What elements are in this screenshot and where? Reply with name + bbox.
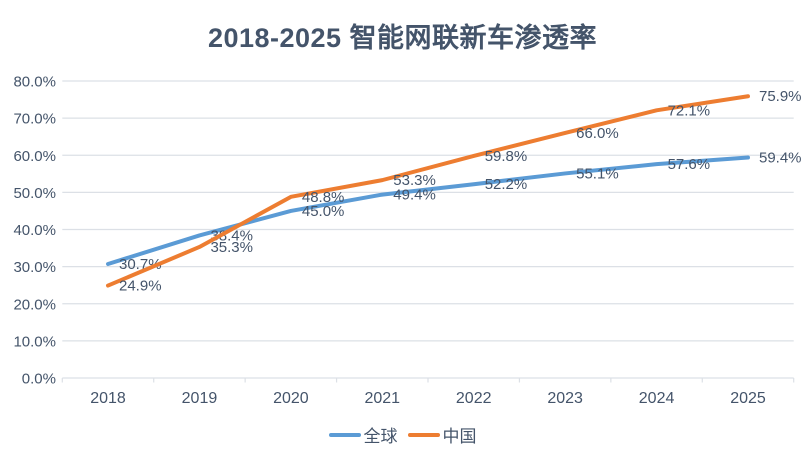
data-label-china: 75.9% — [759, 88, 802, 105]
x-axis-tick-label: 2022 — [456, 390, 492, 407]
data-label-china: 48.8% — [302, 189, 345, 206]
data-label-global: 57.6% — [668, 156, 711, 173]
chart-title: 2018-2025 智能网联新车渗透率 — [207, 23, 598, 53]
x-axis-tick-label: 2021 — [364, 390, 400, 407]
y-axis-tick-label: 30.0% — [13, 259, 56, 276]
x-axis-tick-label: 2024 — [639, 390, 675, 407]
legend-swatch-china-line — [407, 432, 440, 437]
legend-label-china: 中国 — [442, 427, 477, 446]
data-label-china: 72.1% — [668, 102, 711, 119]
data-label-global: 45.0% — [302, 203, 345, 220]
y-axis-tick-label: 50.0% — [13, 185, 56, 202]
data-label-global: 55.1% — [576, 165, 619, 182]
y-axis-tick-label: 40.0% — [13, 222, 56, 239]
y-axis-tick-label: 20.0% — [13, 296, 56, 313]
x-axis-tick-label: 2018 — [90, 390, 126, 407]
x-axis-tick-label: 2025 — [730, 390, 766, 407]
y-axis-tick-label: 10.0% — [13, 333, 56, 350]
data-label-china: 24.9% — [119, 278, 162, 295]
x-axis-tick-label: 2019 — [182, 390, 218, 407]
series-line-china — [106, 94, 750, 288]
legend-item-global: 全球 — [328, 422, 398, 447]
legend-swatch-global-line — [328, 432, 361, 437]
chart-legend: 全球 中国 — [0, 422, 805, 447]
legend-label-global: 全球 — [363, 427, 398, 446]
y-axis-tick-label: 70.0% — [13, 111, 56, 128]
y-axis-tick-label: 80.0% — [13, 74, 56, 91]
data-label-china: 66.0% — [576, 125, 619, 142]
y-axis-tick-label: 60.0% — [13, 148, 56, 165]
data-label-china: 53.3% — [393, 172, 436, 189]
x-axis-tick-label: 2023 — [547, 390, 583, 407]
data-label-global: 52.2% — [485, 176, 528, 193]
data-label-global: 59.4% — [759, 149, 802, 166]
series-line-global — [106, 155, 750, 267]
x-axis-tick-label: 2020 — [273, 390, 309, 407]
data-label-global: 38.4% — [210, 227, 253, 244]
data-label-china: 35.3% — [210, 239, 253, 256]
legend-item-china: 中国 — [407, 422, 477, 447]
data-label-china: 59.8% — [485, 148, 528, 165]
y-axis-tick-label: 0.0% — [22, 371, 56, 388]
data-label-global: 49.4% — [393, 187, 436, 204]
